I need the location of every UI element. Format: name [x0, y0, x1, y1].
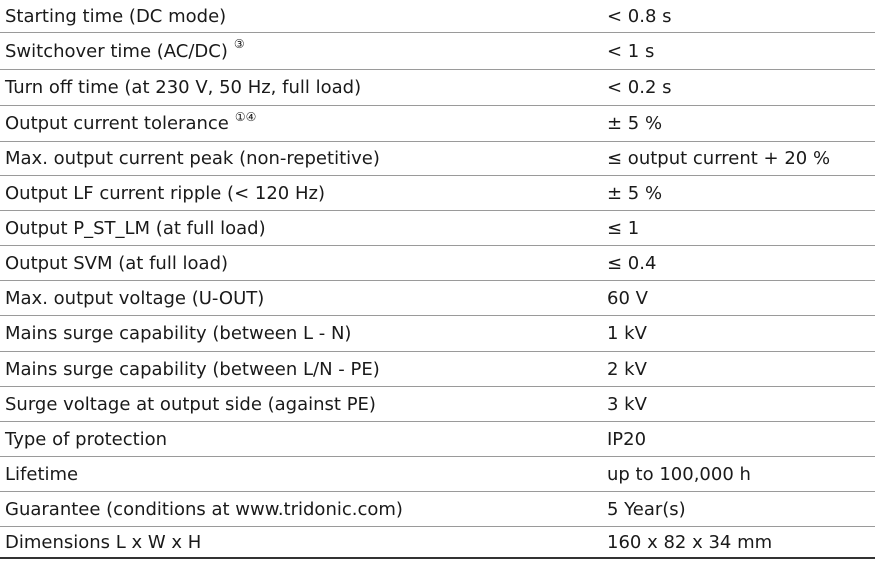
- footnote-ref: ①④: [234, 110, 257, 124]
- parameter-cell: Output SVM (at full load): [5, 246, 228, 280]
- parameter-label: Lifetime: [5, 463, 79, 485]
- parameter-cell: Starting time (DC mode): [5, 0, 226, 32]
- footnote-ref: ③: [233, 37, 245, 51]
- value-cell: ± 5 %: [607, 176, 662, 210]
- parameter-cell: Guarantee (conditions at www.tridonic.co…: [5, 492, 403, 526]
- table-row: Max. output current peak (non-repetitive…: [0, 142, 875, 176]
- table-row: Mains surge capability (between L - N) 1 …: [0, 316, 875, 352]
- table-row: Type of protection IP20: [0, 422, 875, 457]
- parameter-label: Max. output current peak (non-repetitive…: [5, 148, 380, 169]
- parameter-label: Starting time (DC mode): [5, 5, 227, 27]
- parameter-value: 60 V: [607, 287, 648, 309]
- parameter-value: up to 100,000 h: [607, 463, 751, 485]
- table-row: Output current tolerance ①④ ± 5 %: [0, 106, 875, 142]
- value-cell: 1 kV: [607, 316, 647, 351]
- parameter-label: Type of protection: [5, 428, 168, 450]
- value-cell: ≤ output current + 20 %: [607, 142, 830, 175]
- table-row: Lifetime up to 100,000 h: [0, 457, 875, 492]
- table-row: Mains surge capability (between L/N - PE…: [0, 352, 875, 387]
- parameter-label: Mains surge capability (between L - N): [5, 323, 352, 344]
- parameter-value: < 0.8 s: [607, 5, 672, 27]
- parameter-label: Mains surge capability (between L/N - PE…: [5, 358, 380, 380]
- value-cell: ± 5 %: [607, 106, 662, 141]
- value-cell: 160 x 82 x 34 mm: [607, 527, 772, 557]
- table-row: Starting time (DC mode) < 0.8 s: [0, 0, 875, 33]
- parameter-cell: Type of protection: [5, 422, 167, 456]
- parameter-value: ≤ 0.4: [607, 252, 657, 274]
- parameter-value: ± 5 %: [607, 182, 663, 204]
- parameter-cell: Turn off time (at 230 V, 50 Hz, full loa…: [5, 70, 361, 105]
- parameter-cell: Mains surge capability (between L/N - PE…: [5, 352, 380, 386]
- parameter-value: 160 x 82 x 34 mm: [607, 531, 773, 553]
- table-row: Switchover time (AC/DC) ③ < 1 s: [0, 33, 875, 70]
- parameter-cell: Lifetime: [5, 457, 78, 491]
- parameter-label: Output current tolerance: [5, 113, 229, 134]
- table-row: Output LF current ripple (< 120 Hz) ± 5 %: [0, 176, 875, 211]
- value-cell: up to 100,000 h: [607, 457, 751, 491]
- value-cell: 5 Year(s): [607, 492, 686, 526]
- parameter-value: 3 kV: [607, 393, 647, 415]
- table-row: Surge voltage at output side (against PE…: [0, 387, 875, 422]
- table-row: Output SVM (at full load) ≤ 0.4: [0, 246, 875, 281]
- parameter-label: Dimensions L x W x H: [5, 531, 202, 553]
- parameter-cell: Output LF current ripple (< 120 Hz): [5, 176, 325, 210]
- parameter-cell: Max. output voltage (U-OUT): [5, 281, 264, 315]
- table-row: Dimensions L x W x H 160 x 82 x 34 mm: [0, 527, 875, 559]
- parameter-value: 5 Year(s): [607, 498, 686, 520]
- parameter-label: Guarantee (conditions at www.tridonic.co…: [5, 498, 403, 520]
- parameter-cell: Switchover time (AC/DC) ③: [5, 33, 245, 69]
- parameter-value: 2 kV: [607, 358, 647, 380]
- parameter-label: Output LF current ripple (< 120 Hz): [5, 182, 325, 204]
- parameter-value: IP20: [607, 428, 647, 450]
- parameter-label: Switchover time (AC/DC): [5, 40, 228, 62]
- parameter-label: Turn off time (at 230 V, 50 Hz, full loa…: [5, 77, 362, 98]
- parameter-cell: Mains surge capability (between L - N): [5, 316, 351, 351]
- table-row: Output P_ST_LM (at full load) ≤ 1: [0, 211, 875, 246]
- value-cell: 2 kV: [607, 352, 647, 386]
- parameter-value: 1 kV: [607, 323, 647, 344]
- parameter-value: ≤ output current + 20 %: [607, 148, 831, 169]
- parameter-cell: Surge voltage at output side (against PE…: [5, 387, 376, 421]
- value-cell: 60 V: [607, 281, 648, 315]
- value-cell: < 0.8 s: [607, 0, 672, 32]
- parameter-cell: Output current tolerance ①④: [5, 106, 256, 141]
- parameter-value: < 1 s: [607, 40, 655, 62]
- parameter-cell: Output P_ST_LM (at full load): [5, 211, 266, 245]
- value-cell: 3 kV: [607, 387, 647, 421]
- parameter-value: ≤ 1: [607, 217, 640, 239]
- table-row: Guarantee (conditions at www.tridonic.co…: [0, 492, 875, 527]
- value-cell: ≤ 1: [607, 211, 639, 245]
- table-row: Max. output voltage (U-OUT) 60 V: [0, 281, 875, 316]
- value-cell: IP20: [607, 422, 646, 456]
- parameter-label: Surge voltage at output side (against PE…: [5, 393, 376, 415]
- value-cell: < 0.2 s: [607, 70, 672, 105]
- parameter-label: Output SVM (at full load): [5, 252, 229, 274]
- table-row: Turn off time (at 230 V, 50 Hz, full loa…: [0, 70, 875, 106]
- value-cell: < 1 s: [607, 33, 654, 69]
- parameter-label: Max. output voltage (U-OUT): [5, 287, 265, 309]
- parameter-value: < 0.2 s: [607, 77, 672, 98]
- parameter-cell: Max. output current peak (non-repetitive…: [5, 142, 380, 175]
- parameter-value: ± 5 %: [607, 113, 663, 134]
- parameter-cell: Dimensions L x W x H: [5, 527, 201, 557]
- parameter-label: Output P_ST_LM (at full load): [5, 217, 266, 239]
- value-cell: ≤ 0.4: [607, 246, 656, 280]
